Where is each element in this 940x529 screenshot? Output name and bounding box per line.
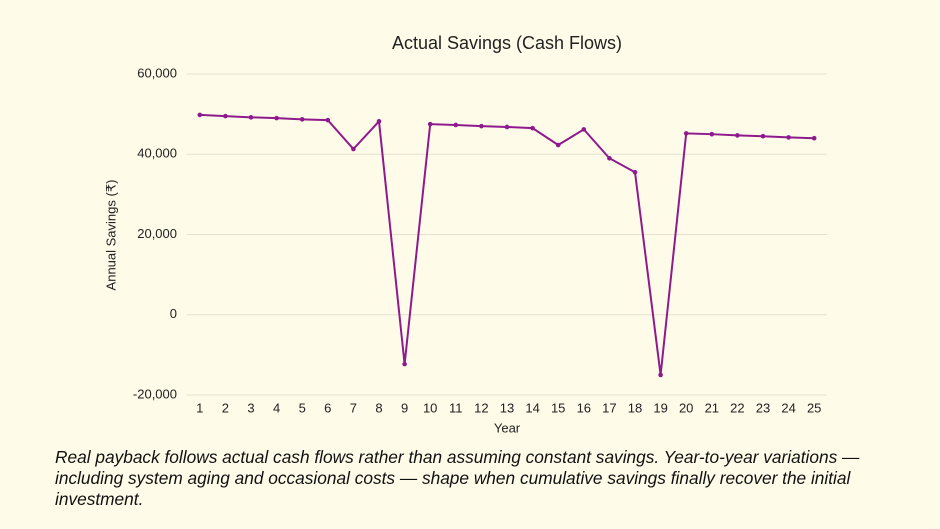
x-tick-label: 24 xyxy=(781,400,795,415)
x-tick-label: 10 xyxy=(423,400,437,415)
x-tick-label: 12 xyxy=(474,400,488,415)
data-point xyxy=(530,125,535,131)
x-tick-label: 18 xyxy=(628,400,642,415)
y-tick-label: 60,000 xyxy=(137,65,177,80)
x-tick-label: 1 xyxy=(196,400,203,415)
data-point xyxy=(427,121,433,127)
chart-title: Actual Savings (Cash Flows) xyxy=(392,33,622,53)
data-point xyxy=(607,155,612,161)
data-point xyxy=(299,117,305,122)
x-tick-label: 17 xyxy=(602,400,616,415)
caption: Real payback follows actual cash flows r… xyxy=(55,447,860,509)
data-point xyxy=(274,115,279,121)
chart: Actual Savings (Cash Flows) Year Annual … xyxy=(103,33,827,435)
x-tick-label: 9 xyxy=(401,400,408,415)
x-tick-label: 25 xyxy=(807,400,821,415)
x-tick-label: 2 xyxy=(222,400,229,415)
x-tick-label: 7 xyxy=(350,400,357,415)
x-tick-label: 23 xyxy=(756,400,770,415)
data-point xyxy=(658,372,663,378)
x-axis-label: Year xyxy=(494,420,521,435)
data-point xyxy=(453,122,459,128)
data-point xyxy=(248,115,254,120)
data-point xyxy=(325,117,331,123)
x-tick-label: 13 xyxy=(500,400,514,415)
data-point xyxy=(351,146,356,152)
data-point xyxy=(811,135,817,141)
data-point xyxy=(479,123,484,129)
x-tick-label: 4 xyxy=(273,400,280,415)
y-tick-label: 40,000 xyxy=(137,146,177,161)
x-tick-label: 21 xyxy=(705,400,719,415)
data-point xyxy=(402,361,407,367)
x-tick-label: 11 xyxy=(449,400,463,415)
x-tick-label: 15 xyxy=(551,400,565,415)
x-tick-label: 5 xyxy=(299,400,306,415)
x-tick-label: 3 xyxy=(247,400,254,415)
x-tick-label: 16 xyxy=(577,400,591,415)
x-tick-label: 19 xyxy=(653,400,667,415)
x-tick-label: 22 xyxy=(730,400,744,415)
x-tick-label: 8 xyxy=(375,400,382,415)
data-point xyxy=(197,112,203,118)
data-point xyxy=(735,133,740,138)
data-point xyxy=(555,142,561,148)
x-tick-label: 20 xyxy=(679,400,693,415)
data-point xyxy=(709,131,715,137)
data-point xyxy=(581,127,587,132)
data-point xyxy=(376,119,382,124)
data-point xyxy=(223,113,228,119)
x-tick-label: 14 xyxy=(525,400,539,415)
data-point xyxy=(504,124,510,130)
data-point xyxy=(760,133,766,139)
y-axis-label: Annual Savings (₹) xyxy=(103,180,118,291)
y-tick-label: 0 xyxy=(170,306,177,321)
y-tick-label: 20,000 xyxy=(137,226,177,241)
y-tick-label: -20,000 xyxy=(133,386,177,401)
data-point xyxy=(632,170,638,175)
x-tick-label: 6 xyxy=(324,400,331,415)
data-point xyxy=(683,131,689,136)
data-point xyxy=(786,135,791,140)
